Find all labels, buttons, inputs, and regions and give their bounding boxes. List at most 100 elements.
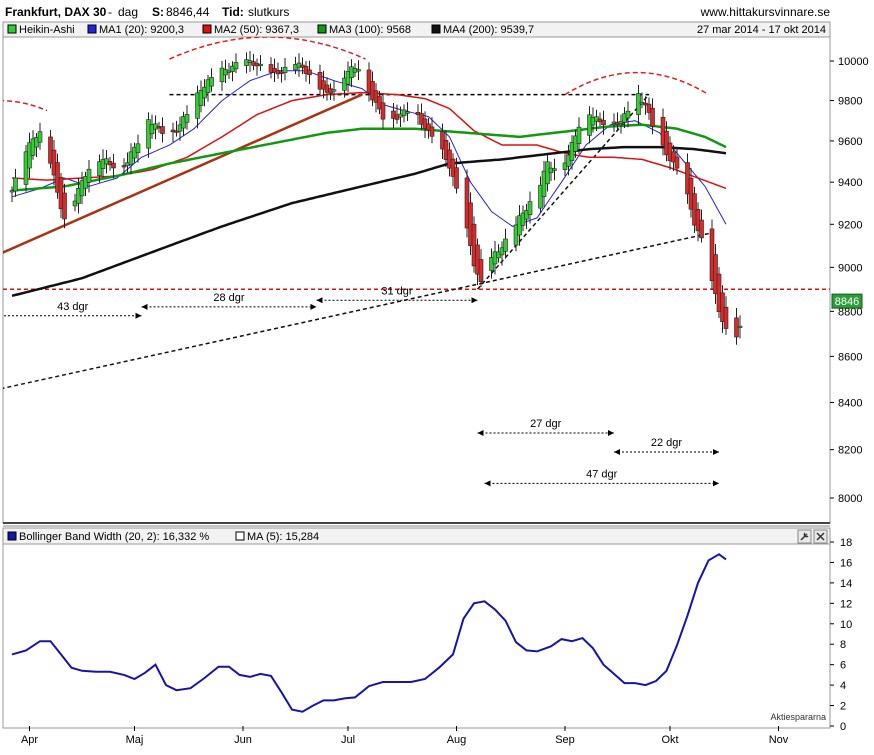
candle-body-183 — [650, 107, 655, 127]
price-plot — [3, 37, 830, 390]
close-panel-button[interactable] — [813, 529, 828, 544]
legend-ma2: MA2 (50): 9367,3 — [214, 24, 299, 36]
candle-body-134 — [478, 259, 484, 283]
trend-line-0 — [3, 93, 363, 254]
candle-body-8 — [37, 131, 43, 143]
candle-body-50 — [184, 114, 190, 123]
bbw-tick-label-18: 18 — [840, 537, 852, 549]
span-label-5: 47 dgr — [586, 468, 618, 480]
span-label-2: 31 dgr — [381, 285, 413, 297]
indicator-plot — [11, 553, 727, 713]
candle-body-32 — [121, 165, 127, 168]
x-tick-label-Sep: Sep — [555, 734, 575, 746]
legend-swatch-bbw — [7, 531, 17, 541]
price-tick-label-8400: 8400 — [838, 397, 862, 409]
price-tick-label-8200: 8200 — [838, 445, 862, 457]
x-tick-label-Maj: Maj — [126, 734, 144, 746]
legend-swatch-ma2 — [202, 24, 212, 34]
ma-line-2 — [11, 91, 727, 190]
x-tick-label-Aug: Aug — [447, 734, 467, 746]
span-arrow-right-2 — [471, 297, 478, 304]
legend-ma4: MA4 (200): 9539,7 — [443, 24, 534, 36]
span-arrow-right-4 — [713, 449, 719, 456]
span-arrow-left-2 — [316, 297, 323, 304]
bbw-tick-label-6: 6 — [840, 660, 846, 672]
candle-body-208 — [737, 325, 743, 328]
span-arrow-right-5 — [713, 480, 719, 487]
candle-body-78 — [282, 66, 288, 73]
legend-swatch-ma1 — [87, 24, 97, 34]
candle-body-169 — [601, 120, 606, 126]
settings-button[interactable] — [797, 529, 812, 544]
x-tick-label-Apr: Apr — [21, 734, 38, 746]
bbw-line — [11, 553, 727, 713]
legend-ma1: MA1 (20): 9200,3 — [99, 24, 184, 36]
candle-body-29 — [111, 162, 116, 169]
price-tick-label-9200: 9200 — [838, 219, 862, 231]
x-tick-label-Jul: Jul — [341, 734, 355, 746]
title-separator: - — [108, 5, 112, 19]
span-label-3: 27 dgr — [530, 418, 562, 430]
span-arrow-left-1 — [141, 303, 148, 310]
bbw-tick-label-4: 4 — [840, 680, 846, 692]
candle-body-71 — [258, 63, 263, 67]
time-value: slutkurs — [248, 5, 289, 19]
resistance-arc-2 — [564, 71, 709, 96]
price-tick-label-9600: 9600 — [838, 136, 862, 148]
candle-body-190 — [674, 156, 680, 169]
period-label: dag — [118, 5, 138, 19]
watermark: Aktiespararna — [770, 712, 826, 722]
candle-body-22 — [86, 168, 92, 183]
bbw-tick-label-0: 0 — [840, 721, 846, 733]
candle-body-36 — [135, 143, 141, 153]
candle-body-15 — [62, 192, 67, 220]
candle-body-176 — [625, 110, 631, 119]
legend-ma5: MA (5): 15,284 — [247, 531, 319, 543]
annotations: 43 dgr 28 dgr 31 dgr 27 dgr 22 dgr 47 dgr — [4, 285, 719, 487]
candle-body-141 — [503, 238, 508, 252]
legend-swatch-heikin-ashi — [7, 24, 17, 34]
span-arrow-left-3 — [477, 429, 484, 436]
span-arrow-right-0 — [135, 312, 142, 319]
price-tick-label-10000: 10000 — [838, 56, 869, 68]
span-label-4: 22 dgr — [651, 437, 683, 449]
price-panel — [2, 36, 831, 524]
bbw-tick-label-8: 8 — [840, 639, 846, 651]
candle-body-106 — [380, 102, 386, 120]
trend-line-2 — [476, 94, 650, 290]
resistance-arc-0 — [3, 99, 48, 112]
span-arrow-left-5 — [484, 480, 491, 487]
legend-bbw: Bollinger Band Width (20, 2): 16,332 % — [19, 531, 209, 543]
candle-body-120 — [429, 126, 435, 137]
candle-body-113 — [405, 111, 410, 114]
price-value: 8846,44 — [166, 5, 210, 19]
site-name[interactable]: www.hittakursvinnare.se — [700, 5, 831, 19]
span-arrow-left-4 — [614, 449, 620, 456]
span-arrow-right-3 — [608, 429, 614, 436]
x-tick-label-Jun: Jun — [234, 734, 252, 746]
legend-heikin-ashi: Heikin-Ashi — [19, 24, 75, 36]
bbw-tick-label-14: 14 — [840, 578, 852, 590]
price-tick-label-9000: 9000 — [838, 262, 862, 274]
date-range: 27 mar 2014 - 17 okt 2014 — [697, 24, 826, 36]
price-tick-label-8800: 8800 — [838, 306, 862, 318]
candle-body-47 — [174, 130, 179, 133]
candle-body-148 — [527, 201, 533, 216]
indicator-panel — [2, 543, 831, 729]
axes: 8000 8200 8400 8600 8800 9000 9200 9400 9600 9800… — [21, 56, 869, 746]
span-label-1: 28 dgr — [213, 292, 245, 304]
bbw-tick-label-2: 2 — [840, 701, 846, 713]
candle-body-64 — [233, 62, 239, 70]
price-label: S: — [152, 5, 164, 19]
x-tick-label-Okt: Okt — [661, 734, 678, 746]
bbw-tick-label-16: 16 — [840, 557, 852, 569]
candle-body-85 — [307, 69, 312, 76]
span-arrow-right-1 — [310, 303, 317, 310]
legend-ma3: MA3 (100): 9568 — [329, 24, 411, 36]
candle-body-43 — [160, 126, 165, 134]
legend-swatch-ma5 — [235, 531, 245, 541]
candle-body-197 — [699, 219, 704, 239]
trend-line-1 — [3, 232, 713, 390]
